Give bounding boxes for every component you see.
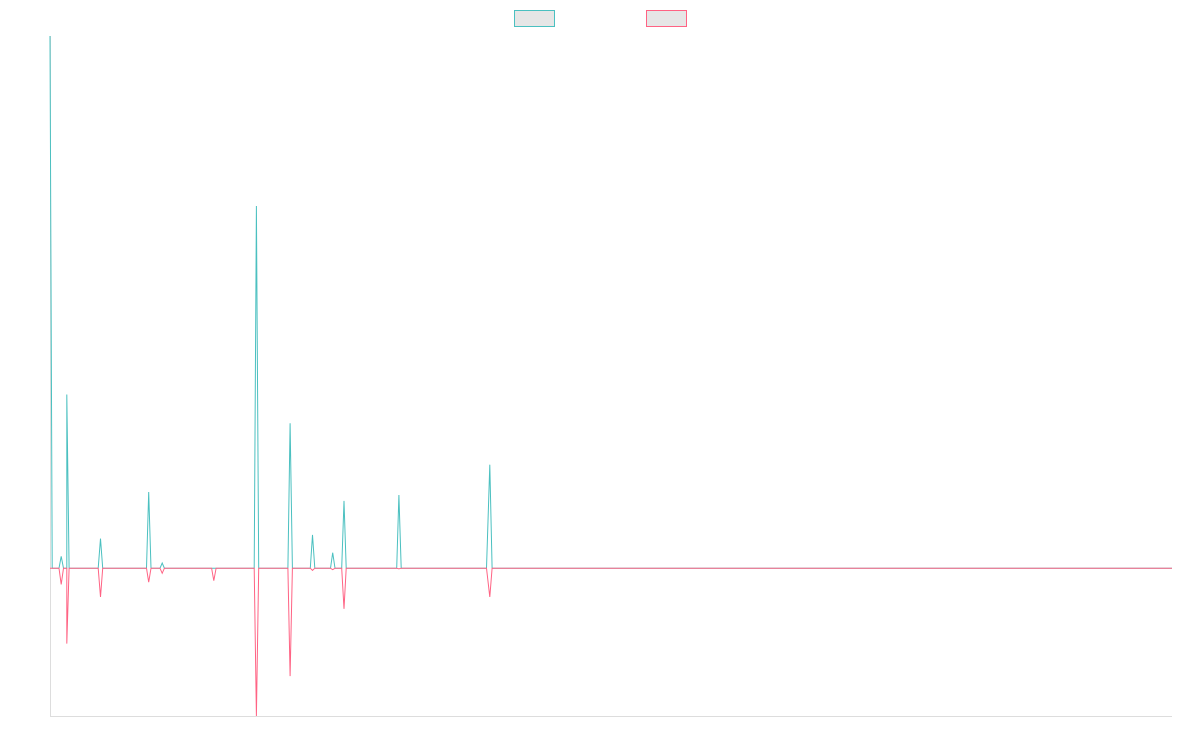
legend-swatch-1[interactable]	[514, 10, 555, 27]
legend-swatch-2[interactable]	[646, 10, 687, 27]
legend[interactable]	[514, 10, 687, 27]
series-line-2	[50, 567, 1172, 717]
series-line-1	[49, 35, 1172, 569]
series-layer	[49, 35, 1172, 717]
